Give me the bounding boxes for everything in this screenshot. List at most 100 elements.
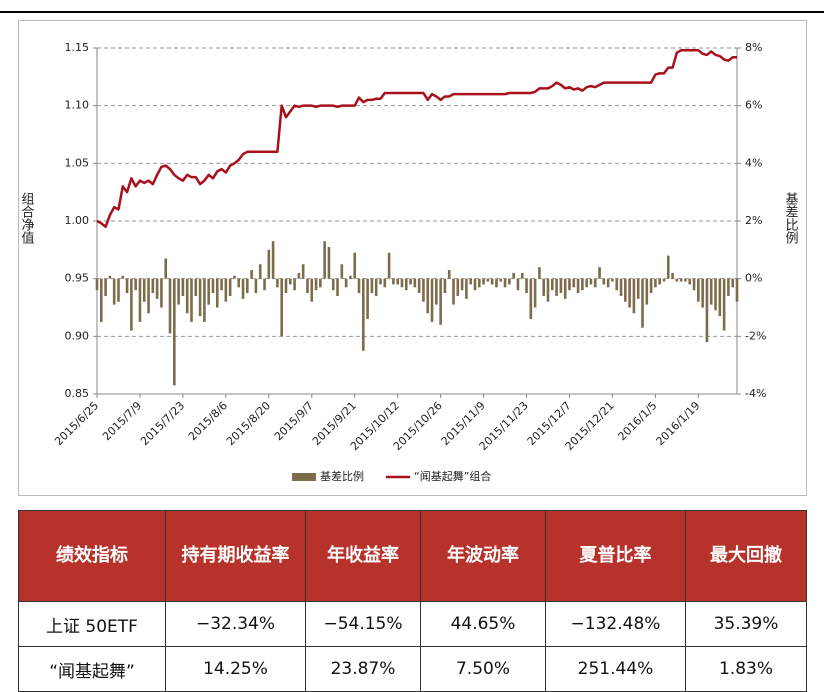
y2-tick-label: 6% bbox=[745, 99, 762, 112]
bar bbox=[194, 278, 198, 296]
bar bbox=[233, 275, 236, 279]
bar bbox=[559, 278, 563, 294]
y2-tick-label: 0% bbox=[745, 272, 762, 285]
bar bbox=[134, 278, 137, 291]
bar bbox=[576, 278, 580, 294]
y2-tick-label: 4% bbox=[745, 156, 762, 169]
bar bbox=[246, 278, 249, 294]
bar bbox=[164, 258, 168, 279]
bar bbox=[142, 278, 146, 302]
x-tick-label: 2016/1/5 bbox=[616, 399, 660, 443]
bar bbox=[426, 278, 430, 314]
table-row: 上证 50ETF −32.34% −54.15% 44.65% −132.48% 35.3… bbox=[18, 601, 807, 647]
bar bbox=[417, 278, 421, 294]
bar bbox=[628, 278, 631, 308]
bar bbox=[581, 278, 584, 291]
bar bbox=[413, 278, 417, 288]
bar bbox=[516, 278, 520, 291]
bar bbox=[735, 278, 739, 302]
bar bbox=[125, 278, 129, 294]
bar bbox=[366, 278, 369, 320]
bar bbox=[460, 278, 464, 291]
bar bbox=[568, 278, 571, 291]
table-cell: “闻基起舞” bbox=[18, 646, 166, 692]
bar bbox=[598, 267, 601, 279]
bar bbox=[482, 278, 485, 285]
bar bbox=[215, 278, 219, 308]
bar bbox=[267, 249, 271, 279]
y2-axis-label: 基差比例 bbox=[783, 192, 799, 245]
bar bbox=[306, 278, 309, 294]
table-cell: 44.65% bbox=[420, 601, 546, 647]
bar bbox=[422, 278, 425, 302]
table-cell: 1.83% bbox=[685, 646, 807, 692]
bar bbox=[666, 255, 670, 279]
bar bbox=[684, 278, 687, 282]
bar bbox=[323, 241, 326, 279]
bar bbox=[228, 278, 232, 296]
bar bbox=[400, 278, 404, 288]
bar bbox=[572, 278, 576, 288]
bar bbox=[160, 278, 163, 308]
bar bbox=[168, 278, 172, 334]
table-cell: 23.87% bbox=[305, 646, 421, 692]
bar bbox=[546, 278, 550, 302]
bar bbox=[714, 278, 717, 311]
bar bbox=[538, 267, 541, 279]
bar bbox=[477, 278, 481, 288]
y-tick-label: 1.10 bbox=[65, 99, 90, 112]
bar bbox=[555, 278, 558, 296]
header-row: 绩效指标 持有期收益率 年收益率 年波动率 夏普比率 最大回撤 bbox=[18, 510, 807, 602]
bar bbox=[533, 278, 537, 308]
y2-tick-label: -2% bbox=[745, 329, 766, 342]
bar bbox=[241, 278, 245, 299]
legend-swatch bbox=[292, 473, 316, 481]
bar bbox=[383, 278, 387, 288]
bar bbox=[409, 278, 412, 285]
bar bbox=[297, 272, 301, 279]
y-axis-label: 组合净值 bbox=[19, 192, 35, 245]
bar bbox=[439, 278, 442, 325]
bar bbox=[718, 278, 722, 317]
table-cell: 上证 50ETF bbox=[18, 601, 166, 647]
bar bbox=[392, 278, 395, 285]
bar bbox=[370, 278, 374, 294]
bar bbox=[344, 278, 348, 288]
bar bbox=[121, 275, 125, 279]
bar bbox=[520, 272, 524, 279]
bar bbox=[203, 278, 206, 322]
y2-tick-label: 2% bbox=[745, 214, 762, 227]
bar bbox=[276, 278, 279, 288]
bar bbox=[473, 278, 477, 291]
y-tick-label: 0.95 bbox=[65, 272, 90, 285]
bar bbox=[336, 278, 339, 296]
bar bbox=[649, 278, 653, 294]
header-cell: 年收益率 bbox=[305, 510, 421, 602]
bar bbox=[654, 278, 657, 288]
bar bbox=[490, 278, 494, 285]
bar bbox=[319, 278, 322, 288]
bar bbox=[263, 278, 266, 291]
bar bbox=[722, 278, 726, 331]
bar bbox=[641, 278, 644, 328]
y-tick-label: 1.00 bbox=[65, 214, 90, 227]
header-cell: 年波动率 bbox=[420, 510, 546, 602]
bar bbox=[636, 278, 640, 299]
line bbox=[96, 49, 737, 229]
bar bbox=[190, 278, 193, 322]
header-cell: 夏普比率 bbox=[545, 510, 686, 602]
x-tick-label: 2015/8/6 bbox=[186, 399, 230, 443]
bar bbox=[250, 270, 253, 279]
header-cell: 绩效指标 bbox=[18, 510, 166, 602]
bar bbox=[495, 278, 498, 288]
bar bbox=[310, 278, 314, 302]
bar bbox=[271, 241, 275, 279]
bar bbox=[151, 278, 155, 294]
bar bbox=[177, 278, 180, 305]
bar bbox=[675, 278, 679, 282]
y-tick-label: 1.15 bbox=[65, 41, 90, 54]
bar bbox=[435, 278, 438, 305]
table-cell: −54.15% bbox=[305, 601, 421, 647]
bar bbox=[503, 278, 507, 288]
bar bbox=[701, 278, 704, 308]
